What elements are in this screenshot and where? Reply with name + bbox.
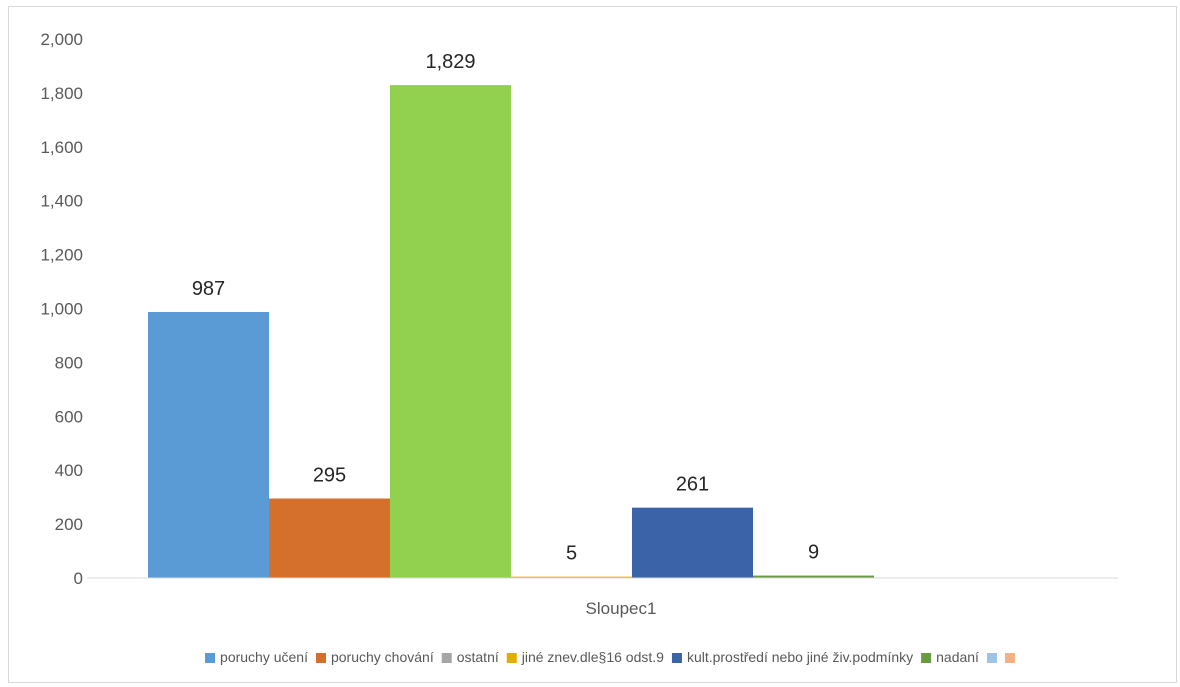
y-tick-label: 600 (55, 407, 83, 426)
legend-label: poruchy chování (331, 649, 434, 665)
bar (390, 85, 511, 578)
bar (148, 312, 269, 578)
x-category-label: Sloupec1 (586, 599, 657, 618)
y-tick-label: 1,000 (40, 300, 83, 319)
legend-swatch (1004, 653, 1015, 663)
data-label: 9 (808, 542, 819, 564)
y-tick-label: 0 (74, 569, 83, 588)
y-tick-label: 1,200 (40, 246, 83, 265)
legend-swatch (671, 653, 682, 663)
data-label: 295 (313, 464, 346, 486)
bar (269, 498, 390, 578)
legend-swatch (506, 653, 517, 663)
bar (632, 507, 753, 578)
legend-swatch (441, 653, 452, 663)
data-label: 5 (566, 543, 577, 565)
data-label: 987 (192, 278, 225, 300)
y-tick-label: 1,800 (40, 84, 83, 103)
y-tick-label: 800 (55, 353, 83, 372)
y-tick-label: 1,400 (40, 192, 83, 211)
legend-label: nadaní (936, 649, 979, 665)
y-tick-label: 400 (55, 461, 83, 480)
y-tick-label: 1,600 (40, 138, 83, 157)
y-tick-label: 2,000 (40, 30, 83, 49)
legend-label: poruchy učení (220, 649, 308, 665)
legend-swatch (315, 653, 326, 663)
data-label: 1,829 (425, 51, 475, 73)
legend-swatch (921, 653, 932, 663)
y-tick-label: 200 (55, 515, 83, 534)
legend-swatch (986, 653, 997, 663)
legend-swatch (205, 653, 216, 663)
data-label: 261 (676, 474, 709, 496)
legend-label: ostatní (457, 649, 499, 665)
legend-label: jiné znev.dle§16 odst.9 (521, 649, 664, 665)
legend-label: kult.prostředí nebo jiné živ.podmínky (687, 649, 913, 665)
bar (753, 575, 874, 578)
bar (511, 576, 632, 578)
